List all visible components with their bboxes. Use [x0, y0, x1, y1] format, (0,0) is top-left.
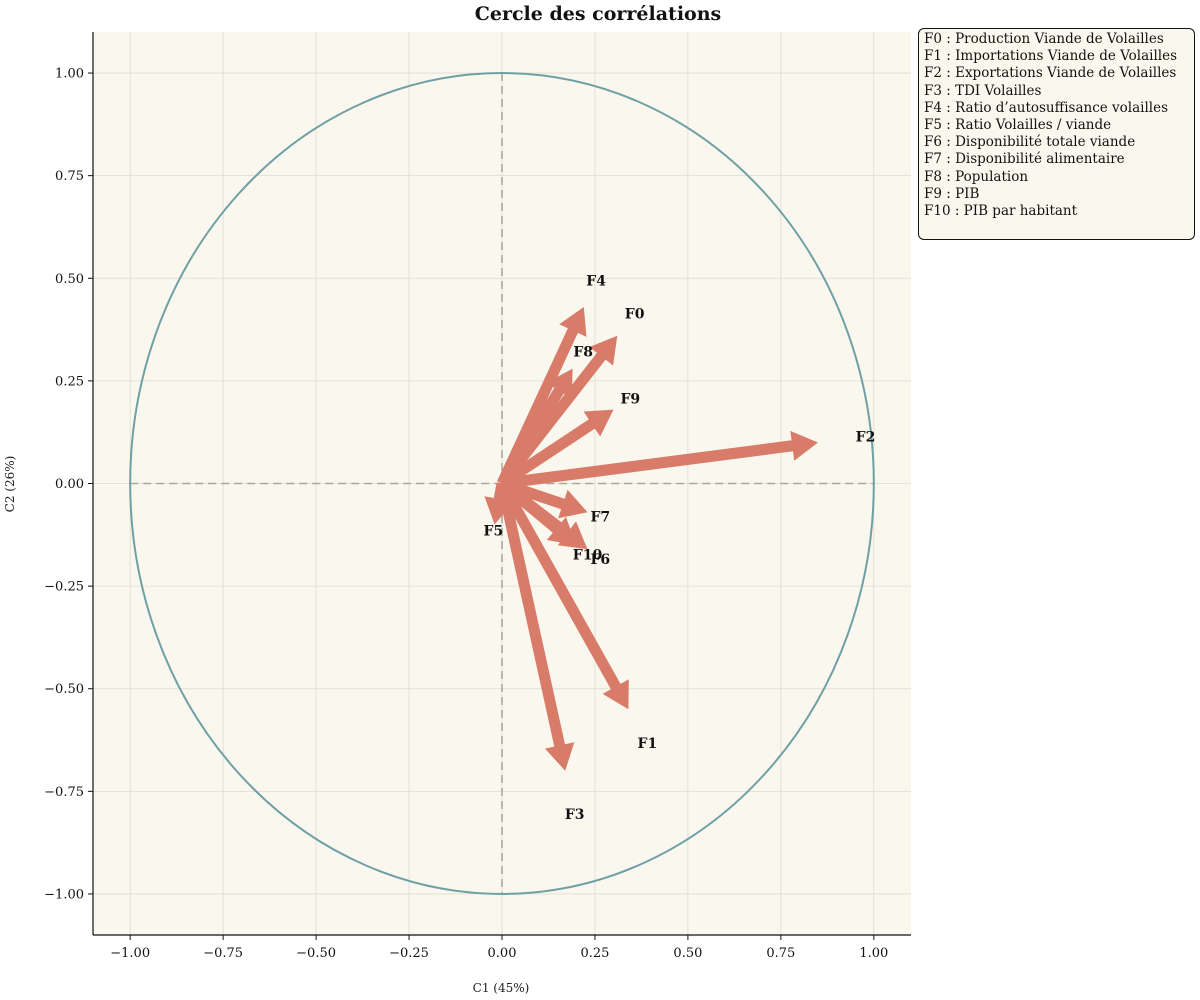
- x-ticks: −1.00 −0.75 −0.50 −0.25 0.00 0.25 0.50 0.75 1.00: [110, 935, 888, 961]
- x-tick-label: −0.75: [203, 946, 243, 961]
- label-f6: F6: [590, 552, 610, 568]
- legend-item: F3 : TDI Volailles: [924, 82, 1042, 99]
- y-ticks: −1.00 −0.75 −0.50 −0.25 0.00 0.25 0.50 0.75 1.00: [44, 67, 93, 902]
- arrow-f4: [497, 307, 587, 486]
- x-tick-label: 0.25: [580, 946, 609, 961]
- x-axis-label: C1 (45%): [473, 981, 530, 995]
- y-tick-label: 1.00: [55, 67, 84, 82]
- arrow-f5: [484, 482, 514, 525]
- arrow-f8: [497, 368, 573, 487]
- y-tick-label: 0.00: [55, 477, 84, 492]
- label-f3: F3: [565, 807, 585, 823]
- arrow-f9: [499, 409, 614, 489]
- legend-item: F0 : Production Viande de Volailles: [924, 31, 1164, 47]
- label-f2: F2: [856, 429, 876, 445]
- label-f4: F4: [586, 274, 606, 290]
- arrow-f10: [498, 479, 577, 546]
- y-tick-label: 0.75: [55, 169, 84, 184]
- label-f0: F0: [625, 307, 645, 323]
- unit-circle: [129, 72, 875, 895]
- y-tick-label: 0.25: [55, 374, 84, 389]
- vector-labels: F0 F1 F2 F3 F4 F5 F6 F7 F8 F9 F10: [484, 274, 876, 823]
- y-tick-label: −0.75: [44, 785, 84, 800]
- y-tick-label: 0.50: [55, 272, 84, 287]
- legend-item: F1 : Importations Viande de Volailles: [924, 48, 1177, 65]
- label-f7: F7: [590, 510, 610, 526]
- label-f5: F5: [484, 524, 504, 540]
- label-f10: F10: [573, 547, 603, 563]
- legend-item: F10 : PIB par habitant: [924, 203, 1078, 220]
- legend-item: F6 : Disponibilité totale viande: [924, 134, 1136, 151]
- y-tick-label: −1.00: [44, 887, 84, 902]
- legend-items: F0 : Production Viande de Volailles F1 : …: [924, 31, 1194, 220]
- y-tick-label: −0.50: [44, 682, 84, 697]
- legend-item: F5 : Ratio Volailles / viande: [924, 117, 1112, 134]
- y-tick-label: −0.25: [44, 580, 84, 595]
- legend: F0 : Production Viande de Volailles F1 : …: [918, 28, 1195, 240]
- x-tick-label: −1.00: [110, 946, 150, 961]
- label-f8: F8: [573, 344, 593, 360]
- arrow-f7: [500, 478, 588, 519]
- label-f1: F1: [638, 736, 658, 752]
- x-tick-label: 0.00: [488, 946, 517, 961]
- arrow-f1: [497, 480, 629, 710]
- chart-title: Cercle des corrélations: [475, 3, 721, 25]
- vector-arrows: [484, 307, 818, 771]
- x-tick-label: 0.75: [766, 946, 795, 961]
- legend-item: F9 : PIB: [924, 185, 980, 202]
- x-tick-label: 0.50: [673, 946, 702, 961]
- legend-item: F4 : Ratio d’autosuffisance volailles: [924, 99, 1169, 116]
- x-tick-label: −0.50: [296, 946, 336, 961]
- legend-item: F8 : Population: [924, 168, 1029, 185]
- arrow-f3: [496, 482, 575, 771]
- legend-item: F7 : Disponibilité alimentaire: [924, 151, 1125, 168]
- arrow-f2: [501, 430, 818, 489]
- x-tick-label: −0.25: [389, 946, 429, 961]
- label-f9: F9: [620, 392, 640, 408]
- x-tick-label: 1.00: [859, 946, 888, 961]
- legend-item: F2 : Exportations Viande de Volailles: [924, 65, 1177, 82]
- y-axis-label: C2 (26%): [3, 456, 17, 513]
